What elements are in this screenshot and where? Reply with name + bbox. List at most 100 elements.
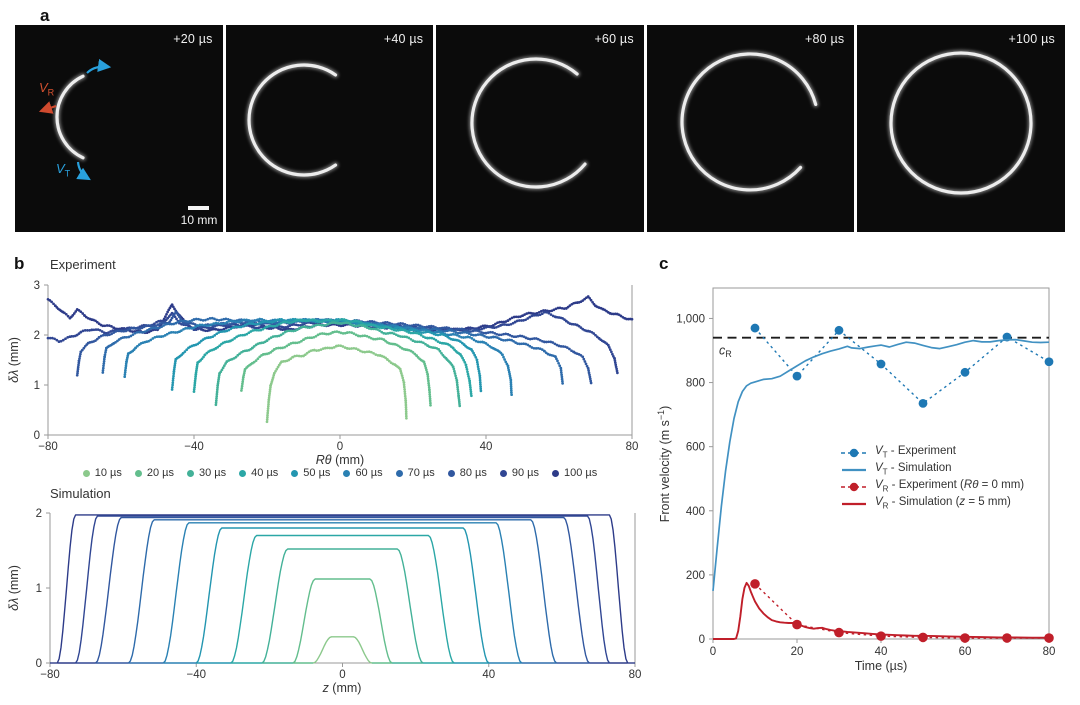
svg-text:40: 40 (482, 669, 495, 681)
legend-label: 100 µs (564, 467, 598, 479)
legend-dot (447, 469, 455, 477)
frame-1-timestamp: +20 µs (173, 32, 213, 46)
sim-curve-70µs (128, 519, 557, 664)
legend-label: 10 µs (94, 467, 122, 479)
legend-item-70µs: 70 µs (395, 467, 435, 479)
svg-text:1: 1 (36, 583, 42, 595)
svg-text:−40: −40 (186, 669, 206, 681)
velocity-series (750, 579, 1054, 643)
svg-text:0: 0 (36, 658, 42, 670)
legend-item-60µs: 60 µs (343, 467, 383, 479)
sim-curve-80µs (95, 516, 590, 664)
velocity-legend-label: VT - Experiment (875, 445, 956, 460)
panel-a-frames: +20 µs VR VT 10 mm +40 µs +60 µs +80 µs … (15, 25, 1065, 232)
legend-label: 60 µs (355, 467, 383, 479)
frame-2-timestamp: +40 µs (383, 32, 424, 46)
video-frame-1: +20 µs VR VT 10 mm (15, 25, 223, 232)
legend-item-90µs: 90 µs (499, 467, 539, 479)
line-marker (842, 502, 866, 505)
crack-ring (469, 56, 589, 190)
simulation-title: Simulation (50, 486, 111, 501)
crack-ring (888, 50, 1035, 196)
svg-text:80: 80 (626, 441, 639, 453)
svg-text:Front velocity (m s−1): Front velocity (m s−1) (656, 406, 672, 523)
crack-ring (38, 58, 112, 181)
svg-text:20: 20 (791, 646, 804, 658)
svg-text:800: 800 (686, 378, 705, 390)
svg-text:−40: −40 (184, 441, 204, 453)
sim-curve-30µs (261, 548, 424, 664)
legend-dot (82, 469, 90, 477)
vr-velocity-label: VR (39, 80, 55, 98)
svg-text:0: 0 (337, 441, 343, 453)
crack-ring (678, 50, 819, 193)
sim-curve-50µs (195, 527, 490, 664)
velocity-legend-label: VT - Simulation (875, 462, 952, 477)
svg-text:0: 0 (699, 634, 705, 646)
panel-b-label: b (14, 254, 25, 273)
legend-dot (499, 469, 507, 477)
legend-dot (239, 469, 247, 477)
legend-item-20µs: 20 µs (134, 467, 175, 479)
legend-dot (291, 469, 299, 477)
svg-text:3: 3 (34, 280, 40, 292)
sim-curve-60µs (162, 522, 523, 664)
velocity-series (712, 338, 1050, 591)
scale-bar-label: 10 mm (180, 213, 218, 227)
legend-label: 50 µs (303, 467, 331, 479)
svg-text:Rθ (mm): Rθ (mm) (316, 453, 364, 467)
video-frame-3: +60 µs (436, 25, 644, 232)
dot-dash-marker (841, 482, 867, 491)
legend-label: 20 µs (146, 467, 175, 479)
frame-4-timestamp: +80 µs (805, 32, 845, 46)
experiment-axes (44, 284, 633, 439)
legend-item-10µs: 10 µs (82, 467, 122, 479)
legend-item-30µs: 30 µs (187, 467, 226, 479)
svg-text:δλ (mm): δλ (mm) (7, 565, 21, 611)
legend-label: 70 µs (407, 467, 435, 479)
svg-text:0: 0 (710, 646, 716, 658)
scatter-series-30µs (214, 321, 462, 408)
scatter-series-10µs (265, 344, 408, 424)
velocity-legend-row: VR - Simulation (z = 5 mm) (841, 495, 1024, 512)
frame-5-timestamp: +100 µs (1008, 32, 1055, 46)
experiment-chart: −80 −40 0 40 80 0 1 2 3 Rθ (mm) δλ (mm) (7, 280, 639, 467)
svg-text:2: 2 (34, 330, 40, 342)
velocity-legend-row: VT - Experiment (841, 444, 1024, 461)
sim-curve-100µs (56, 514, 629, 664)
legend-label: 40 µs (251, 467, 279, 479)
velocity-legend-row: VR - Experiment (Rθ = 0 mm) (841, 478, 1024, 495)
svg-text:400: 400 (686, 506, 705, 518)
velocity-series (713, 581, 1049, 640)
line-marker (842, 468, 866, 471)
legend-item-100µs: 100 µs (552, 467, 597, 479)
svg-text:0: 0 (339, 669, 345, 681)
legend-item-50µs: 50 µs (291, 467, 330, 479)
legend-label: 90 µs (511, 467, 539, 479)
legend-dot (395, 469, 403, 477)
svg-text:1,000: 1,000 (676, 313, 705, 325)
svg-text:2: 2 (36, 508, 42, 520)
annotation-arrows (38, 58, 112, 181)
svg-text:0: 0 (34, 430, 40, 442)
velocity-legend-row: VT - Simulation (841, 461, 1024, 478)
legend-dot (552, 469, 559, 477)
legend-label: 30 µs (199, 467, 227, 479)
velocity-legend: VT - Experiment VT - Simulation VR - Exper… (841, 444, 1024, 512)
svg-text:40: 40 (875, 646, 888, 658)
legend-item-40µs: 40 µs (239, 467, 278, 479)
panel-c-label: c (659, 254, 669, 273)
vt-velocity-label: VT (56, 161, 71, 179)
simulation-chart: −80 −40 0 40 80 0 1 2 z (mm) δλ (mm) (7, 508, 642, 695)
legend-label: 80 µs (459, 467, 487, 479)
svg-text:−80: −80 (40, 669, 60, 681)
frame-3-timestamp: +60 µs (594, 32, 634, 46)
video-frame-5: +100 µs (857, 25, 1065, 232)
legend-item-80µs: 80 µs (447, 467, 487, 479)
svg-text:80: 80 (629, 669, 642, 681)
svg-text:Time (µs): Time (µs) (855, 659, 908, 673)
sim-curve-10µs (313, 636, 373, 664)
sim-curve-40µs (230, 534, 455, 664)
svg-text:1: 1 (34, 380, 40, 392)
